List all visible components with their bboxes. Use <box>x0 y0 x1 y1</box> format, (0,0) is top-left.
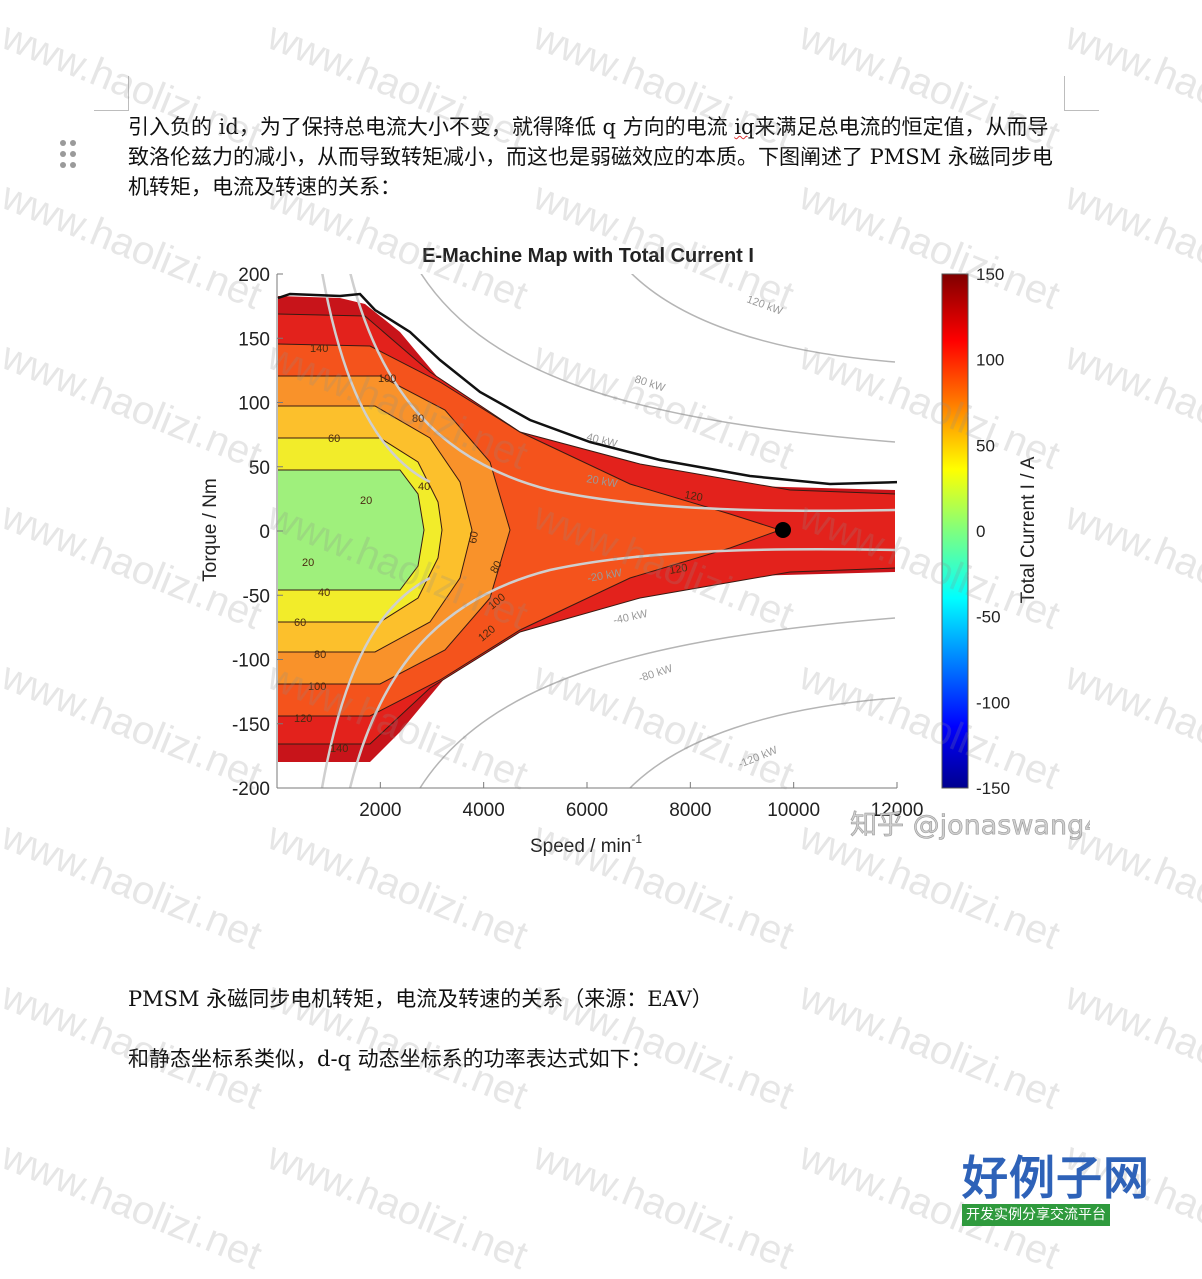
y-tick-label: 50 <box>249 458 270 479</box>
colorbar-tick-label: -150 <box>976 779 1010 798</box>
colorbar-tick-label: -50 <box>976 608 1001 627</box>
body-paragraph-1: 引入负的 id，为了保持总电流大小不变，就得降低 q 方向的电流 iq来满足总电… <box>128 112 1068 202</box>
power-label-120kw: 120 kW <box>745 294 785 318</box>
y-tick-label: -50 <box>243 586 270 607</box>
y-tick-label: -150 <box>232 715 270 736</box>
power-label-minus-120kw: -120 kW <box>737 744 780 771</box>
y-tick-label: 200 <box>238 265 270 286</box>
max-torque-envelope <box>277 292 897 486</box>
colorbar-tick-label: 100 <box>976 351 1004 370</box>
chart-title: E-Machine Map with Total Current I <box>422 245 754 267</box>
page-corner-mark-top-right <box>1064 76 1099 111</box>
contour-label-140-bottom: 140 <box>330 743 348 755</box>
spellcheck-word-iq[interactable]: iq <box>734 115 755 139</box>
figure-credit-watermark: 知乎 @jonaswang41 <box>850 810 1090 841</box>
figure-caption: PMSM 永磁同步电机转矩，电流及转速的关系（来源：EAV） <box>128 987 713 1011</box>
contour-label-80-bottom: 80 <box>314 649 326 661</box>
y-tick-labels: 200 150 100 50 0 -50 -100 -150 -200 <box>232 265 270 800</box>
contour-label-120-bottom: 120 <box>294 713 312 725</box>
power-label-minus-80kw: -80 kW <box>637 662 674 684</box>
x-tick-label: 6000 <box>566 800 608 821</box>
page-corner-mark-top-left <box>94 76 129 111</box>
contour-label-40-bottom: 40 <box>318 587 330 599</box>
document-page: { "document": { "paragraph_1": { "part_a… <box>0 14 1202 1279</box>
power-label-20kw: 20 kW <box>585 473 618 490</box>
operating-point-marker <box>775 522 791 538</box>
paragraph-1-text-a: 引入负的 id，为了保持总电流大小不变，就得降低 q 方向的电流 <box>128 115 735 139</box>
contour-label-140-top: 140 <box>310 343 328 355</box>
site-watermark: www.haolizi.net <box>527 1134 800 1279</box>
power-contour-lines <box>320 274 896 788</box>
power-label-40kw: 40 kW <box>585 431 619 450</box>
contour-label-120-right: 120 <box>683 489 703 504</box>
x-tick-label: 12000 <box>871 800 924 821</box>
x-tick-label: 4000 <box>463 800 505 821</box>
brand-logo-text: 好例子网 <box>962 1151 1150 1205</box>
colorbar-tick-labels: 150 100 50 0 -50 -100 -150 <box>976 265 1010 798</box>
current-band-20 <box>278 470 424 590</box>
y-tick-label: -200 <box>232 779 270 800</box>
colorbar-tick-label: 50 <box>976 436 995 455</box>
power-label-minus-40kw: -40 kW <box>612 608 649 627</box>
contour-label-100-bottom: 100 <box>308 681 326 693</box>
e-machine-map-figure: E-Machine Map with Total Current I <box>190 232 1090 872</box>
x-tick-label: 2000 <box>359 800 401 821</box>
x-axis-label: Speed / min-1 <box>530 832 642 857</box>
x-tick-labels: 2000 4000 6000 8000 10000 12000 <box>359 800 923 821</box>
y-tick-label: -100 <box>232 651 270 672</box>
contour-label-120-low: 120 <box>668 562 688 577</box>
site-watermark: www.haolizi.net <box>1059 974 1202 1119</box>
x-axis-label-text: Speed / min <box>530 836 631 857</box>
site-watermark: www.haolizi.net <box>0 1134 268 1279</box>
colorbar-tick-label: -100 <box>976 693 1010 712</box>
contour-label-60-top: 60 <box>328 433 340 445</box>
colorbar-tick-label: 0 <box>976 522 985 541</box>
drag-handle-icon[interactable] <box>60 140 80 170</box>
contour-label-40-right: 40 <box>418 481 430 493</box>
tick-marks <box>277 273 898 789</box>
e-machine-map-chart: E-Machine Map with Total Current I <box>200 245 1090 857</box>
operating-region <box>277 274 897 788</box>
contour-label-60-bottom: 60 <box>294 617 306 629</box>
y-tick-label: 100 <box>238 394 270 415</box>
current-contour-lines <box>277 313 896 745</box>
x-tick-label: 8000 <box>669 800 711 821</box>
body-paragraph-3: 和静态坐标系类似，d-q 动态坐标系的功率表达式如下： <box>128 1047 652 1071</box>
contour-label-100: 100 <box>378 373 396 385</box>
brand-logo-tagline: 开发实例分享交流平台 <box>962 1204 1110 1226</box>
y-tick-label: 150 <box>238 329 270 350</box>
contour-label-20-top: 20 <box>360 495 372 507</box>
colorbar-tick-label: 150 <box>976 265 1004 284</box>
contour-label-20-bottom: 20 <box>302 557 314 569</box>
site-watermark: www.haolizi.net <box>261 1134 534 1279</box>
x-tick-label: 10000 <box>767 800 820 821</box>
brand-logo[interactable]: 好例子网 开发实例分享交流平台 <box>962 1152 1162 1232</box>
power-label-80kw: 80 kW <box>633 373 667 394</box>
paragraph-1-text-b: 来满足总电流的恒定值，从而导致洛伦兹力的减小，从而导致转矩减小，而这也是弱磁效应… <box>128 115 1053 199</box>
y-tick-label: 0 <box>259 522 270 543</box>
power-labels: 120 kW 80 kW 40 kW 20 kW -20 kW -40 kW -… <box>585 294 784 771</box>
contour-label-80-mid: 80 <box>488 559 505 576</box>
x-axis-label-superscript: -1 <box>631 832 642 846</box>
y-axis-label: Torque / Nm <box>200 478 221 581</box>
contour-label-80-top: 80 <box>412 413 424 425</box>
contour-label-60-mid: 60 <box>467 530 481 544</box>
colorbar-label: Total Current I / A <box>1018 456 1039 603</box>
colorbar <box>941 273 969 789</box>
